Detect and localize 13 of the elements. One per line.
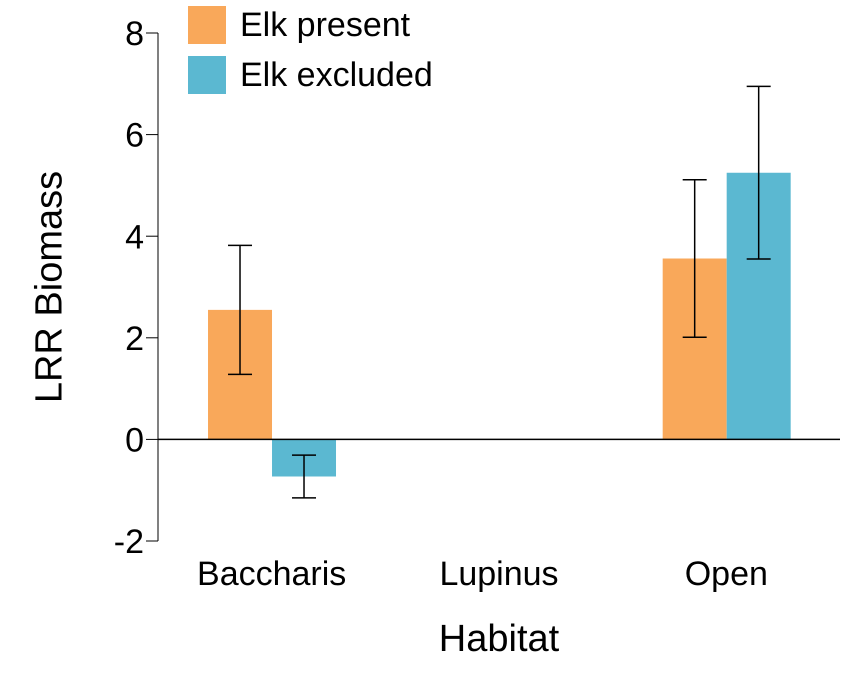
y-axis-title: LRR Biomass (28, 170, 70, 404)
legend-label: Elk present (240, 5, 410, 46)
x-tick-label: Baccharis (197, 555, 346, 594)
x-axis-title: Habitat (438, 618, 560, 660)
y-tick-label: 6 (125, 116, 144, 155)
y-tick-label: 4 (125, 218, 144, 256)
x-tick-label: Open (684, 555, 768, 594)
legend-label: Elk excluded (240, 55, 433, 96)
y-tick-label: 8 (125, 15, 144, 54)
y-tick-label: 2 (125, 320, 144, 358)
x-tick-label: Lupinus (439, 555, 559, 594)
y-tick-label: 0 (125, 421, 144, 460)
y-tick-label: -2 (114, 523, 144, 562)
